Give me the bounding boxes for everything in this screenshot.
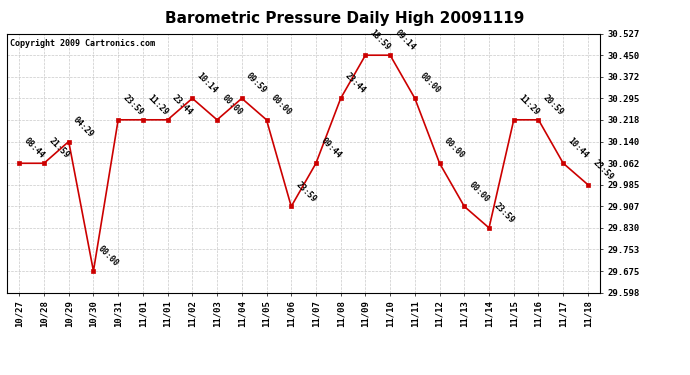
Text: 20:59: 20:59 <box>541 93 565 117</box>
Text: 00:00: 00:00 <box>220 93 244 117</box>
Text: 21:59: 21:59 <box>47 136 71 160</box>
Text: 11:29: 11:29 <box>146 93 170 117</box>
Text: 23:44: 23:44 <box>170 93 195 117</box>
Text: 10:44: 10:44 <box>566 136 590 160</box>
Text: 08:44: 08:44 <box>22 136 46 160</box>
Text: 09:59: 09:59 <box>244 72 268 96</box>
Text: 00:00: 00:00 <box>417 72 442 96</box>
Text: 00:00: 00:00 <box>467 180 491 204</box>
Text: 23:59: 23:59 <box>492 201 516 225</box>
Text: 18:59: 18:59 <box>368 28 392 53</box>
Text: 23:59: 23:59 <box>294 180 318 204</box>
Text: 11:29: 11:29 <box>517 93 540 117</box>
Text: 00:00: 00:00 <box>96 244 120 268</box>
Text: 10:14: 10:14 <box>195 72 219 96</box>
Text: 23:59: 23:59 <box>121 93 145 117</box>
Text: 09:14: 09:14 <box>393 28 417 53</box>
Text: 00:00: 00:00 <box>442 136 466 160</box>
Text: 04:29: 04:29 <box>72 115 95 139</box>
Text: 00:00: 00:00 <box>269 93 293 117</box>
Text: Copyright 2009 Cartronics.com: Copyright 2009 Cartronics.com <box>10 39 155 48</box>
Text: 23:44: 23:44 <box>344 72 368 96</box>
Text: Barometric Pressure Daily High 20091119: Barometric Pressure Daily High 20091119 <box>166 11 524 26</box>
Text: 09:44: 09:44 <box>319 136 343 160</box>
Text: 23:59: 23:59 <box>591 158 615 182</box>
